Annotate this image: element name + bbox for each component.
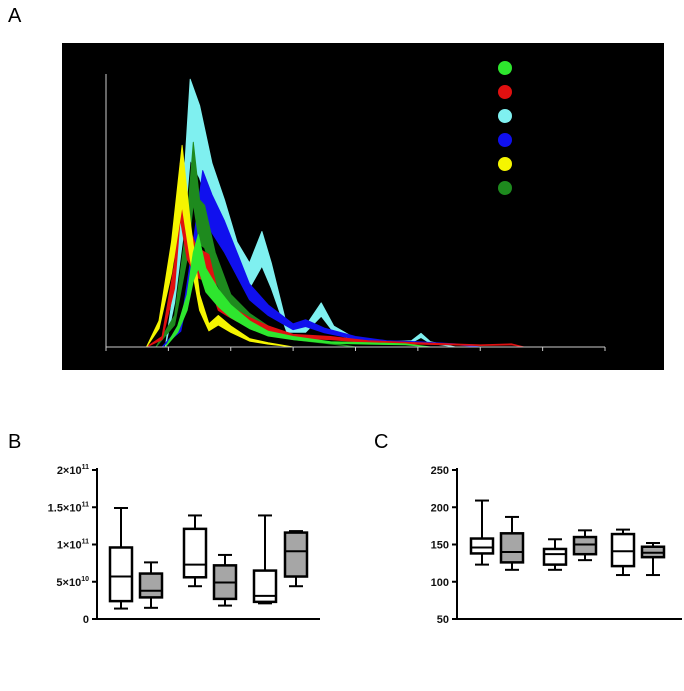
y-tick-label: 1×1011 (57, 539, 89, 552)
box-iqr (572, 535, 598, 556)
y-tick-exponent: 11 (82, 539, 90, 546)
y-tick-base: 5×10 (56, 577, 81, 589)
panel-label-a: A (8, 5, 22, 27)
box-frail-hc (469, 499, 495, 566)
box-frail-mci (182, 514, 208, 588)
box-frail-mci (542, 538, 568, 571)
box-iqr (283, 531, 309, 578)
box-non-frail-mci (212, 553, 238, 607)
box-frail-hc (108, 506, 134, 610)
box-non-frail-mci (572, 529, 598, 562)
y-tick-label: 150 (431, 540, 449, 552)
box-iqr (542, 547, 568, 566)
y-tick-label: 2×1011 (57, 464, 89, 477)
box-iqr (138, 572, 164, 599)
panel-label-c: C (374, 431, 388, 453)
box-iqr (610, 532, 636, 568)
y-tick-exponent: 10 (81, 576, 89, 583)
nta-size-distribution-chart (62, 43, 664, 370)
mode-boxplot: 50 100 150 200 250 (431, 465, 682, 626)
legend-swatch (498, 109, 512, 123)
y-tick-exponent: 11 (82, 464, 90, 471)
box-iqr (182, 527, 208, 579)
box-frail-ad (252, 514, 278, 605)
legend-swatch (498, 133, 512, 147)
legend-swatch (498, 157, 512, 171)
y-tick-label: 0 (83, 614, 89, 626)
legend-swatch (498, 61, 512, 75)
plot-background (62, 43, 664, 370)
y-tick-exponent: 11 (82, 501, 90, 508)
box-non-frail-ad (640, 542, 666, 577)
legend-swatch (498, 85, 512, 99)
box-iqr (499, 532, 525, 564)
panel-label-b: B (8, 431, 21, 453)
y-tick-label: 100 (431, 577, 449, 589)
y-tick-base: 2×10 (57, 465, 82, 477)
y-tick-base: 1×10 (57, 540, 82, 552)
y-tick-label: 50 (437, 614, 449, 626)
box-iqr (108, 546, 134, 603)
box-frail-ad (610, 528, 636, 577)
y-tick-base: 1.5×10 (48, 502, 82, 514)
box-iqr (252, 569, 278, 604)
y-tick-label: 200 (431, 502, 449, 514)
box-non-frail-hc (499, 515, 525, 571)
legend-swatch (498, 181, 512, 195)
y-tick-label: 5×1010 (56, 576, 89, 589)
box-non-frail-hc (138, 561, 164, 609)
box-iqr (469, 537, 495, 555)
y-tick-label: 250 (431, 465, 449, 477)
y-tick-label: 1.5×1011 (48, 501, 89, 514)
box-non-frail-ad (283, 530, 309, 588)
